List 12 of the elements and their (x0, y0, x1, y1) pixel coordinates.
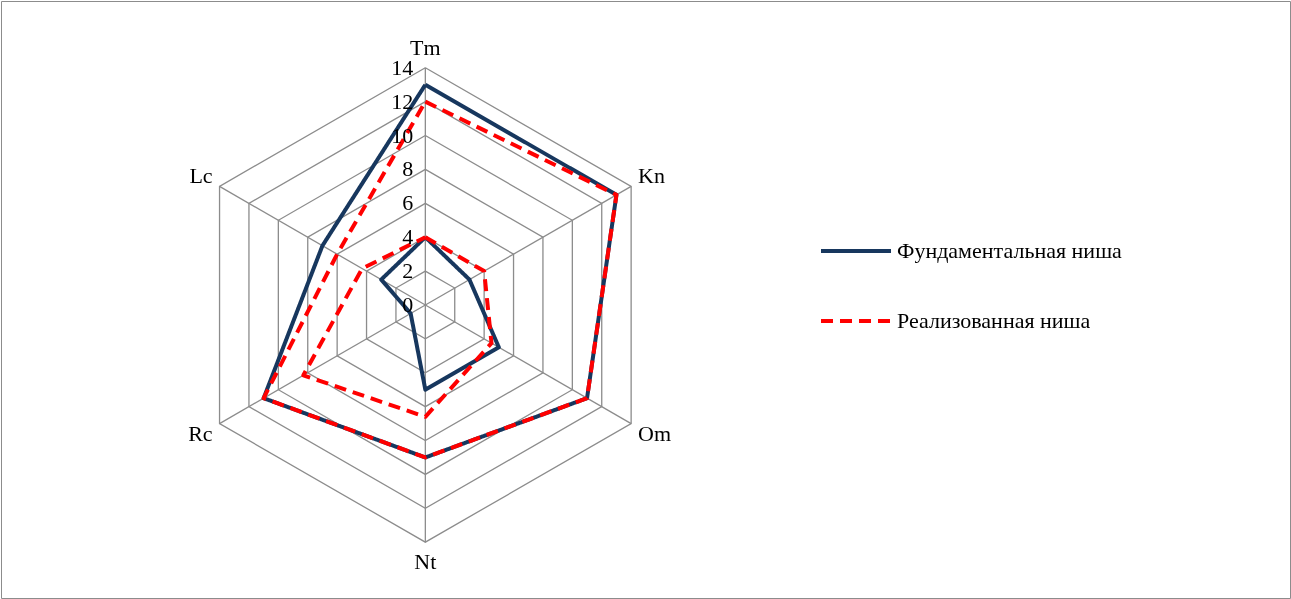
y-tick-label: 12 (391, 88, 414, 114)
y-tick-label: 6 (402, 190, 414, 216)
spoke-label: Nt (414, 549, 437, 575)
legend-label: Фундаментальная ниша (897, 238, 1123, 263)
spoke-label: Om (638, 420, 672, 446)
y-tick-label: 4 (402, 224, 414, 250)
spoke-label: Rc (188, 420, 213, 446)
spoke-label: Lc (189, 163, 213, 189)
legend-label: Реализованная ниша (897, 308, 1091, 333)
spoke-label: Kn (638, 163, 665, 189)
y-tick-label: 8 (402, 156, 414, 182)
y-tick-label: 2 (402, 258, 414, 284)
